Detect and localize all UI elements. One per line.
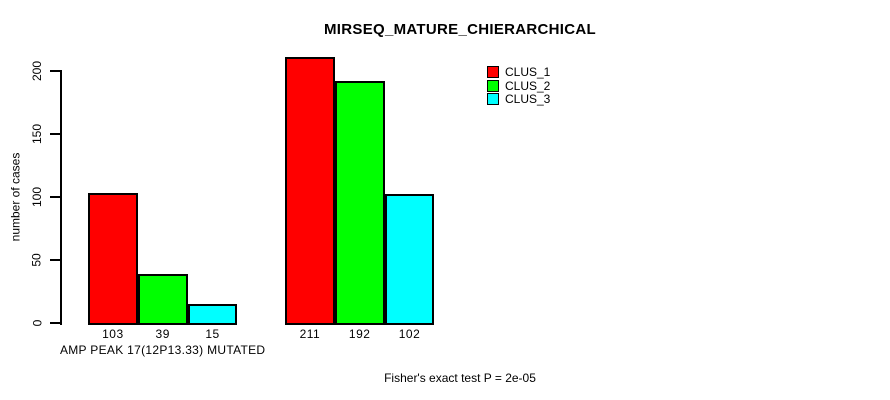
legend-swatch-clus_3 <box>487 93 499 105</box>
caption-fisher-test: Fisher's exact test P = 2e-05 <box>384 371 536 385</box>
bar-value-label: 103 <box>102 327 124 341</box>
x-axis-category-label: AMP PEAK 17(12P13.33) MUTATED <box>59 343 266 357</box>
y-axis-tick <box>50 259 60 261</box>
bar-value-label: 211 <box>299 327 321 341</box>
y-axis-tick-label-text: 50 <box>29 253 44 267</box>
legend-item: CLUS_1 <box>487 66 550 78</box>
y-axis-tick-label: 200 <box>30 26 44 116</box>
bar-value-label: 15 <box>205 327 220 341</box>
bar-clus_3-group1 <box>187 304 238 325</box>
y-axis-tick <box>50 196 60 198</box>
y-axis-tick <box>50 133 60 135</box>
bar-value-label: 39 <box>155 327 170 341</box>
chart-title: MIRSEQ_MATURE_CHIERARCHICAL <box>324 21 596 38</box>
bar-clus_3-group2 <box>384 194 435 325</box>
y-axis-tick <box>50 70 60 72</box>
legend-swatch-clus_1 <box>487 66 499 78</box>
y-axis-title: number of cases <box>8 71 22 323</box>
legend-swatch-clus_2 <box>487 79 499 92</box>
bar-clus_1-group1 <box>88 193 138 325</box>
bar-clus_2-group2 <box>334 81 385 325</box>
y-axis-tick-label-text: 100 <box>30 186 44 208</box>
y-axis-line <box>60 70 62 325</box>
bar-value-label: 102 <box>398 327 421 341</box>
legend-item: CLUS_3 <box>487 93 550 105</box>
legend-label: CLUS_3 <box>505 92 551 106</box>
bar-clus_2-group1 <box>137 273 188 325</box>
y-axis-tick <box>50 322 60 324</box>
legend-label: CLUS_1 <box>505 65 551 79</box>
bar-value-label: 192 <box>348 327 371 341</box>
legend-item: CLUS_2 <box>487 78 551 93</box>
bar-clus_1-group2 <box>285 57 335 325</box>
y-axis-tick-label-text: 0 <box>30 319 44 327</box>
legend-label: CLUS_2 <box>505 78 551 93</box>
y-axis-title-text: number of cases <box>8 152 22 242</box>
y-axis-tick-label-text: 200 <box>30 60 44 82</box>
y-axis-tick-label-text: 150 <box>30 123 44 145</box>
legend: CLUS_1 CLUS_2 CLUS_3 <box>487 66 550 107</box>
